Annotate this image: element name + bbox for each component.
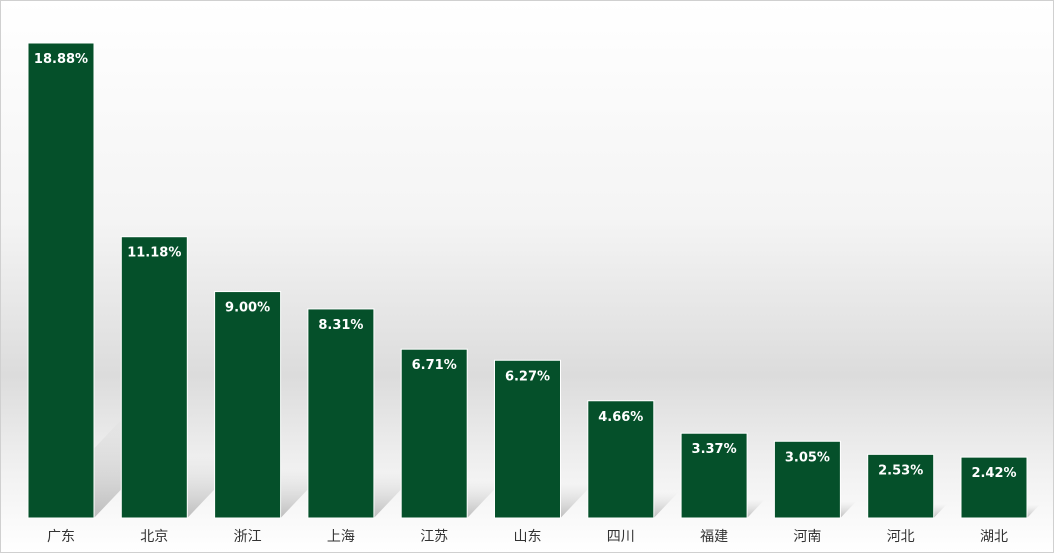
bar-value-label: 9.00% [225,301,270,316]
bar-value-label: 3.37% [692,442,737,457]
category-label: 江苏 [420,529,448,545]
category-label: 湖北 [980,529,1008,545]
bar [494,359,561,519]
category-label: 四川 [607,529,635,545]
bar [400,348,468,519]
value-labels: 18.88% 11.18% 9.00% 8.31% 6.71% 6.27% 4.66% 3.3… [34,52,1017,481]
bar-value-label: 6.27% [505,369,550,384]
bar [307,308,375,519]
bar [867,453,935,519]
bar [680,432,748,519]
bars [27,42,1028,519]
category-label: 福建 [700,529,728,545]
category-label: 河北 [887,529,915,545]
category-label: 北京 [140,529,168,545]
bar-value-label: 18.88% [34,52,88,67]
bar [214,291,282,519]
bar-value-label: 6.71% [412,358,457,373]
bar [773,440,841,519]
bar-value-label: 3.05% [785,450,830,465]
bar-value-label: 11.18% [127,246,181,261]
bar [587,400,655,519]
category-label: 河南 [793,529,821,545]
category-label: 浙江 [234,529,262,545]
bar [960,456,1028,519]
bar-value-label: 2.53% [878,463,923,478]
category-label: 广东 [47,529,75,545]
bar [120,236,188,519]
bar-value-label: 2.42% [971,466,1016,481]
category-label: 山东 [514,529,542,545]
bar-value-label: 8.31% [318,318,363,333]
category-label: 上海 [327,529,355,545]
bar-value-label: 4.66% [598,410,643,425]
category-labels: 广东 北京 浙江 上海 江苏 山东 四川 福建 河南 河北 湖北 [47,529,1008,545]
bar [27,42,95,519]
